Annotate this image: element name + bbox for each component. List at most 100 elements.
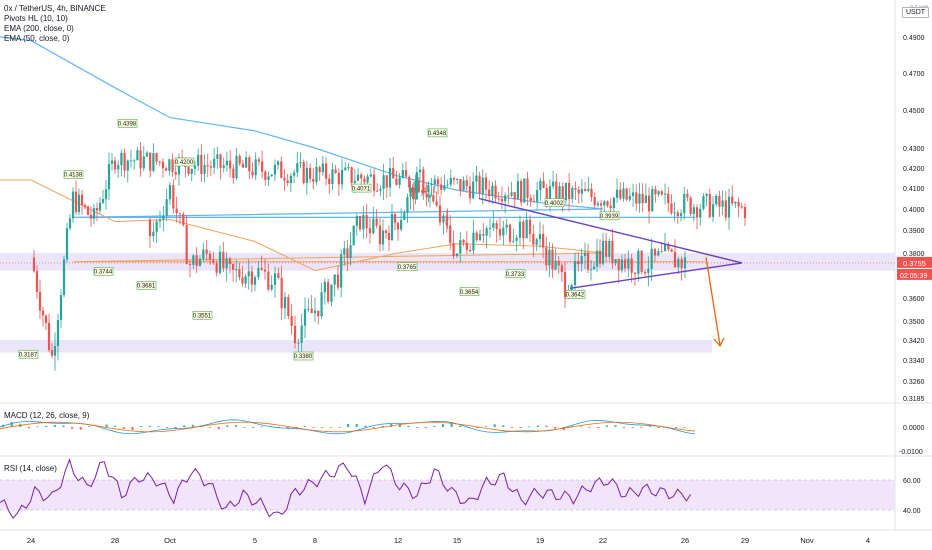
macd-histogram-bar [165, 427, 169, 428]
candle-body [449, 225, 452, 243]
candle-body [510, 192, 513, 196]
macd-line [0, 419, 696, 435]
candle-body [277, 273, 280, 278]
candle-body [670, 203, 673, 214]
candle-body [253, 277, 257, 285]
candle-body [270, 174, 273, 177]
candle-body [190, 168, 193, 174]
candle-body [415, 172, 418, 200]
candle-body [536, 190, 539, 202]
candle-body [123, 152, 126, 171]
candle-body [185, 225, 188, 264]
time-axis-label: 22 [599, 536, 607, 545]
candle-body [86, 206, 90, 215]
pivot-label-box [505, 269, 526, 279]
candle-body [350, 167, 353, 183]
candle-body [308, 167, 312, 179]
candle-body [257, 159, 261, 162]
candle-body [393, 214, 397, 223]
indicator-ema50[interactable]: EMA (50, close, 0) [4, 34, 70, 43]
candle-body [155, 221, 158, 232]
currency-button[interactable]: USDT [902, 7, 930, 18]
candle-body [743, 206, 747, 219]
candle-body [263, 269, 267, 272]
symbol-title[interactable]: 0x / TetherUS, 4h, BINANCE [4, 4, 106, 13]
macd-histogram-bar [502, 425, 505, 427]
macd-histogram-bar [485, 426, 488, 427]
candle-body [631, 192, 635, 196]
candle-body [679, 213, 683, 216]
candle-body [468, 185, 472, 199]
candle-body [488, 227, 492, 229]
macd-histogram-bar [657, 427, 660, 428]
candle-body [484, 177, 488, 190]
candle-body [512, 240, 515, 242]
candle-body [245, 157, 248, 168]
candle-body [640, 250, 643, 272]
candle-body [80, 194, 84, 205]
candle-body [478, 175, 481, 194]
candle-body [455, 253, 459, 257]
candle-body [611, 240, 614, 264]
candle-body [401, 170, 404, 178]
candle-body [449, 177, 452, 185]
candle-body [372, 218, 375, 234]
time-axis-label: 8 [313, 536, 317, 545]
candle-body [365, 215, 368, 229]
pivot-label-box [565, 290, 586, 299]
candle-body [628, 195, 631, 200]
macd-histogram-bar [53, 425, 56, 427]
candle-body [680, 258, 683, 269]
macd-histogram-bar [122, 427, 125, 429]
candle-body [584, 189, 587, 191]
candle-body [715, 196, 718, 205]
candle-body [250, 271, 253, 285]
price-axis-label: 0.4300 [903, 146, 925, 153]
candle-body [290, 315, 293, 326]
last-price-badge [897, 256, 932, 268]
candle-body [104, 189, 108, 200]
candle-body [320, 292, 323, 317]
candle-body [481, 177, 484, 194]
candle-body [378, 225, 382, 245]
candle-body [507, 195, 510, 197]
candle-body [283, 297, 287, 309]
candle-body [267, 271, 270, 290]
candle-body [193, 165, 197, 169]
candle-body [203, 165, 206, 174]
candle-body [408, 176, 411, 188]
candle-body [346, 248, 349, 258]
candle-body [583, 252, 587, 257]
indicator-pivots[interactable]: Pivots HL (10, 10) [4, 14, 68, 23]
candle-body [333, 274, 336, 285]
indicator-ema200[interactable]: EMA (200, close, 0) [4, 24, 74, 33]
candle-body [356, 174, 360, 181]
candle-body [41, 310, 45, 316]
candle-body [478, 233, 482, 241]
ema200-line [0, 36, 695, 218]
candle-body [222, 251, 225, 269]
candle-body [95, 208, 99, 211]
macd-histogram-bar [140, 426, 143, 427]
candle-body [445, 215, 448, 226]
candle-body [475, 232, 478, 241]
candle-body [609, 205, 612, 209]
candle-body [492, 223, 495, 228]
pivot-label: 0.4071 [352, 186, 371, 192]
candle-body [384, 230, 388, 233]
candle-body [551, 249, 554, 270]
candle-body [168, 185, 172, 200]
candle-body [469, 249, 472, 251]
candle-body [505, 224, 508, 228]
candle-body [683, 257, 687, 269]
candle-body [660, 251, 663, 253]
macd-histogram-bar [579, 426, 583, 428]
rsi-title: RSI (14, close) [4, 464, 57, 473]
candle-body [589, 269, 593, 271]
candle-body [355, 215, 358, 226]
projection-arrow-line [705, 257, 721, 346]
macd-histogram-bar [588, 427, 591, 428]
candle-body [62, 259, 66, 296]
candle-body [120, 152, 123, 166]
